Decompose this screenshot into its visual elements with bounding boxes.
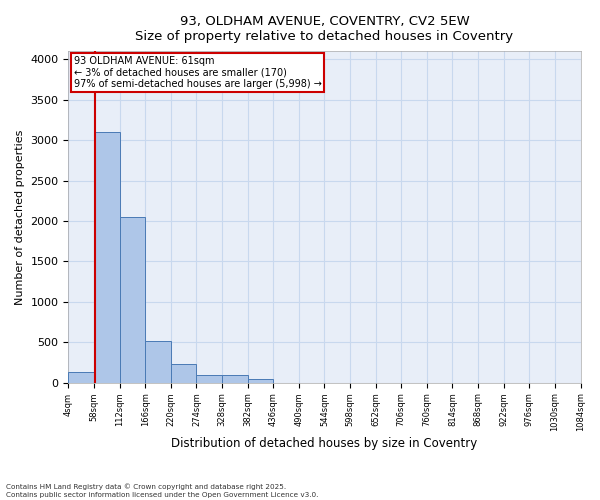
Bar [68,372,94,382]
Text: Contains HM Land Registry data © Crown copyright and database right 2025.
Contai: Contains HM Land Registry data © Crown c… [6,484,319,498]
Title: 93, OLDHAM AVENUE, COVENTRY, CV2 5EW
Size of property relative to detached house: 93, OLDHAM AVENUE, COVENTRY, CV2 5EW Siz… [136,15,514,43]
Bar [171,364,196,382]
Y-axis label: Number of detached properties: Number of detached properties [15,129,25,304]
Bar [119,217,145,382]
Bar [222,374,248,382]
Bar [196,374,222,382]
Bar [248,378,273,382]
Bar [94,132,119,382]
X-axis label: Distribution of detached houses by size in Coventry: Distribution of detached houses by size … [172,437,478,450]
Text: 93 OLDHAM AVENUE: 61sqm
← 3% of detached houses are smaller (170)
97% of semi-de: 93 OLDHAM AVENUE: 61sqm ← 3% of detached… [74,56,322,90]
Bar [145,340,171,382]
